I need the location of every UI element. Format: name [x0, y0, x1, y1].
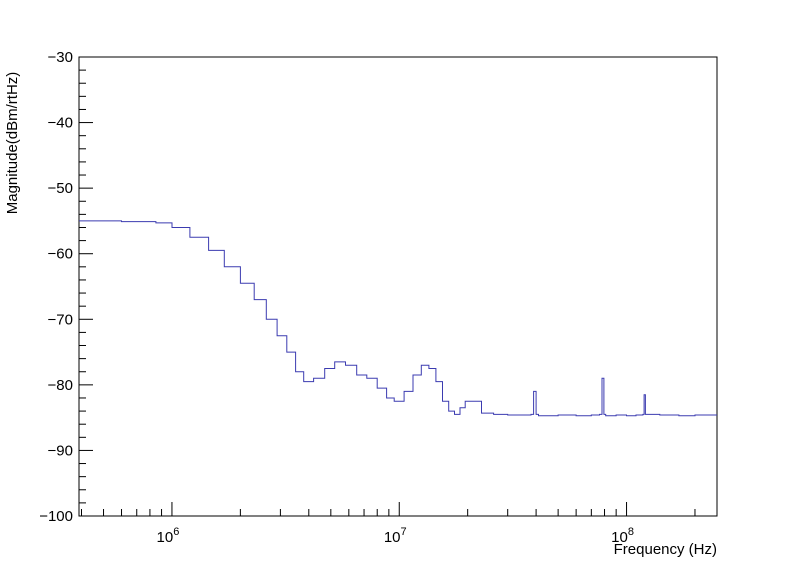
x-tick-label: 108: [611, 526, 634, 546]
x-tick-label: 107: [384, 526, 407, 546]
y-tick-label: −70: [48, 311, 73, 328]
plot-frame: [78, 56, 718, 517]
y-tick-label: −100: [39, 508, 73, 525]
y-axis: −30 −40 −50 −60 −70 −80 −90 −100: [39, 49, 93, 525]
y-tick-label: −30: [48, 49, 73, 66]
x-axis-title: Frequency (Hz): [614, 541, 717, 558]
y-axis-title: Magnitude(dBm/rtHz): [4, 72, 21, 215]
y-tick-label: −50: [48, 180, 73, 197]
y-tick-label: −40: [48, 115, 73, 132]
x-tick-label: 106: [157, 526, 180, 546]
series-line: [79, 220, 717, 417]
y-tick-label: −80: [48, 377, 73, 394]
x-axis: 106 107 108: [80, 502, 696, 546]
y-tick-label: −60: [48, 246, 73, 263]
y-tick-label: −90: [48, 442, 73, 459]
